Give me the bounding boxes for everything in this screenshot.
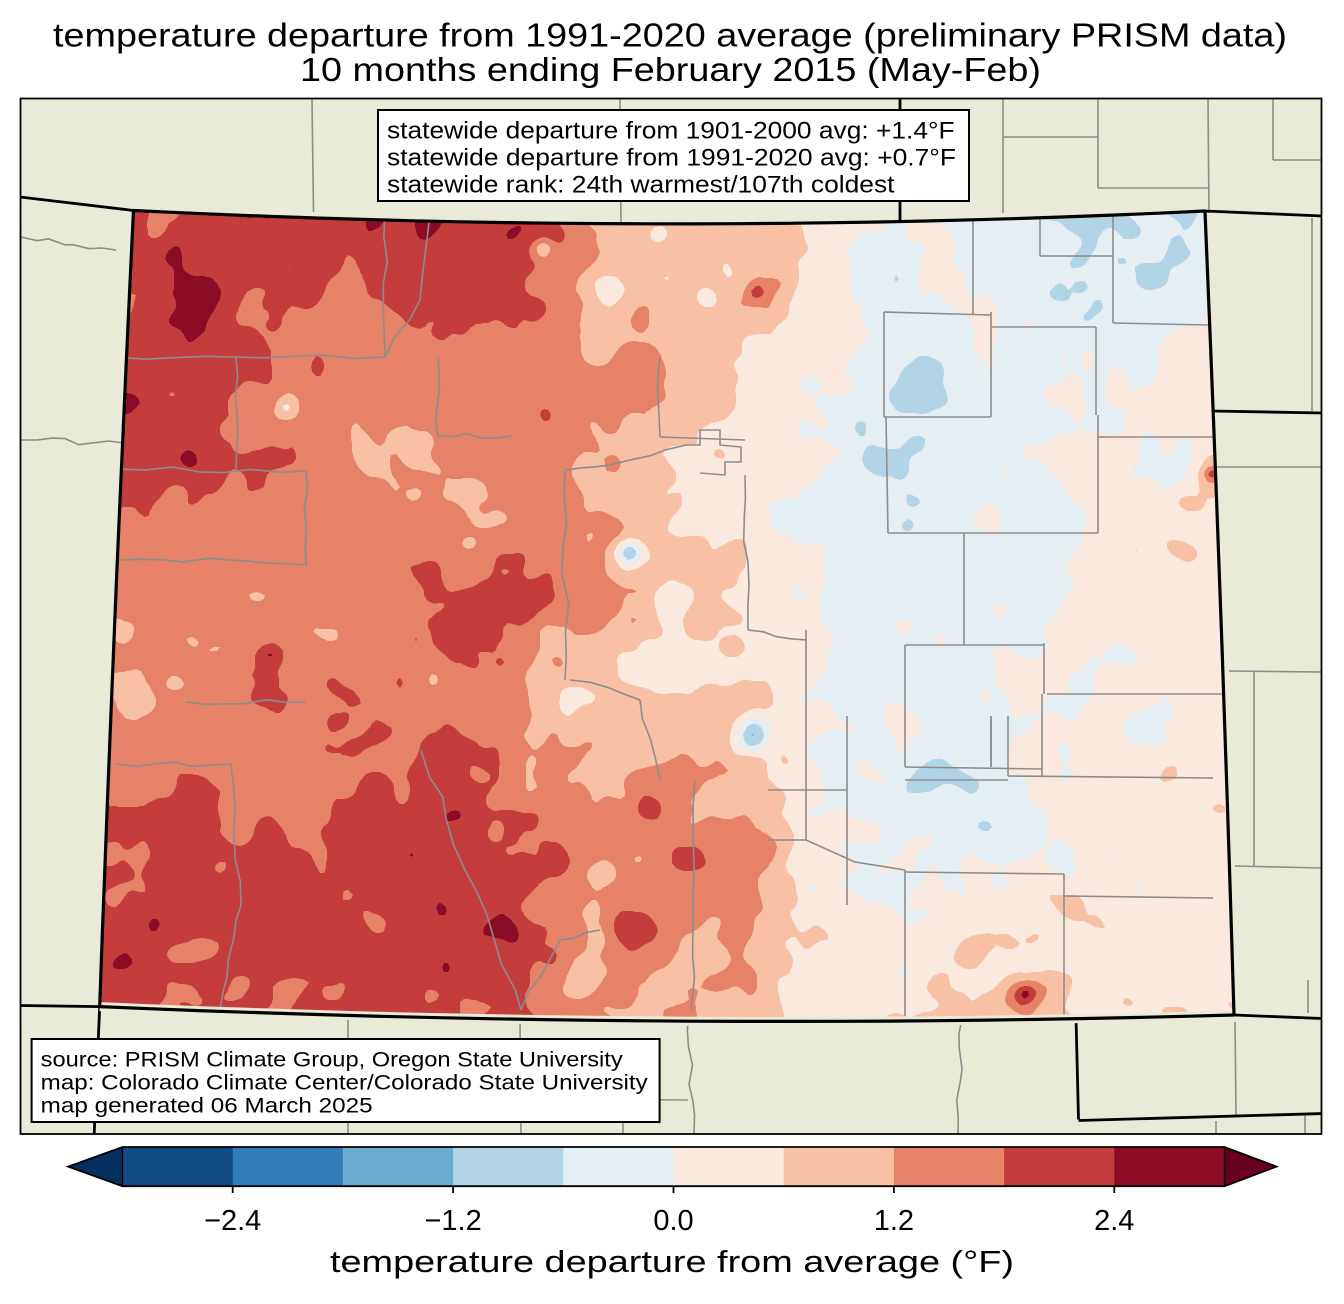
svg-text:−1.2: −1.2 bbox=[424, 1205, 481, 1237]
svg-text:2.4: 2.4 bbox=[1094, 1205, 1134, 1237]
svg-text:map: Colorado Climate Center/C: map: Colorado Climate Center/Colorado St… bbox=[41, 1071, 648, 1095]
svg-text:1.2: 1.2 bbox=[874, 1205, 914, 1237]
svg-text:map generated 06 March 2025: map generated 06 March 2025 bbox=[41, 1094, 373, 1118]
svg-text:0.0: 0.0 bbox=[653, 1205, 693, 1237]
svg-text:−2.4: −2.4 bbox=[204, 1205, 261, 1237]
svg-text:temperature departure from ave: temperature departure from average (°F) bbox=[330, 1244, 1014, 1279]
svg-text:statewide departure from 1901-: statewide departure from 1901-2000 avg: … bbox=[387, 118, 955, 145]
svg-text:temperature departure from 199: temperature departure from 1991-2020 ave… bbox=[53, 17, 1287, 54]
svg-text:source: PRISM Climate Group, O: source: PRISM Climate Group, Oregon Stat… bbox=[41, 1047, 623, 1071]
svg-text:statewide rank: 24th warmest/1: statewide rank: 24th warmest/107th colde… bbox=[387, 171, 895, 198]
svg-text:statewide departure from 1991-: statewide departure from 1991-2020 avg: … bbox=[387, 145, 956, 172]
svg-text:10 months ending February 2015: 10 months ending February 2015 (May-Feb) bbox=[300, 51, 1041, 88]
